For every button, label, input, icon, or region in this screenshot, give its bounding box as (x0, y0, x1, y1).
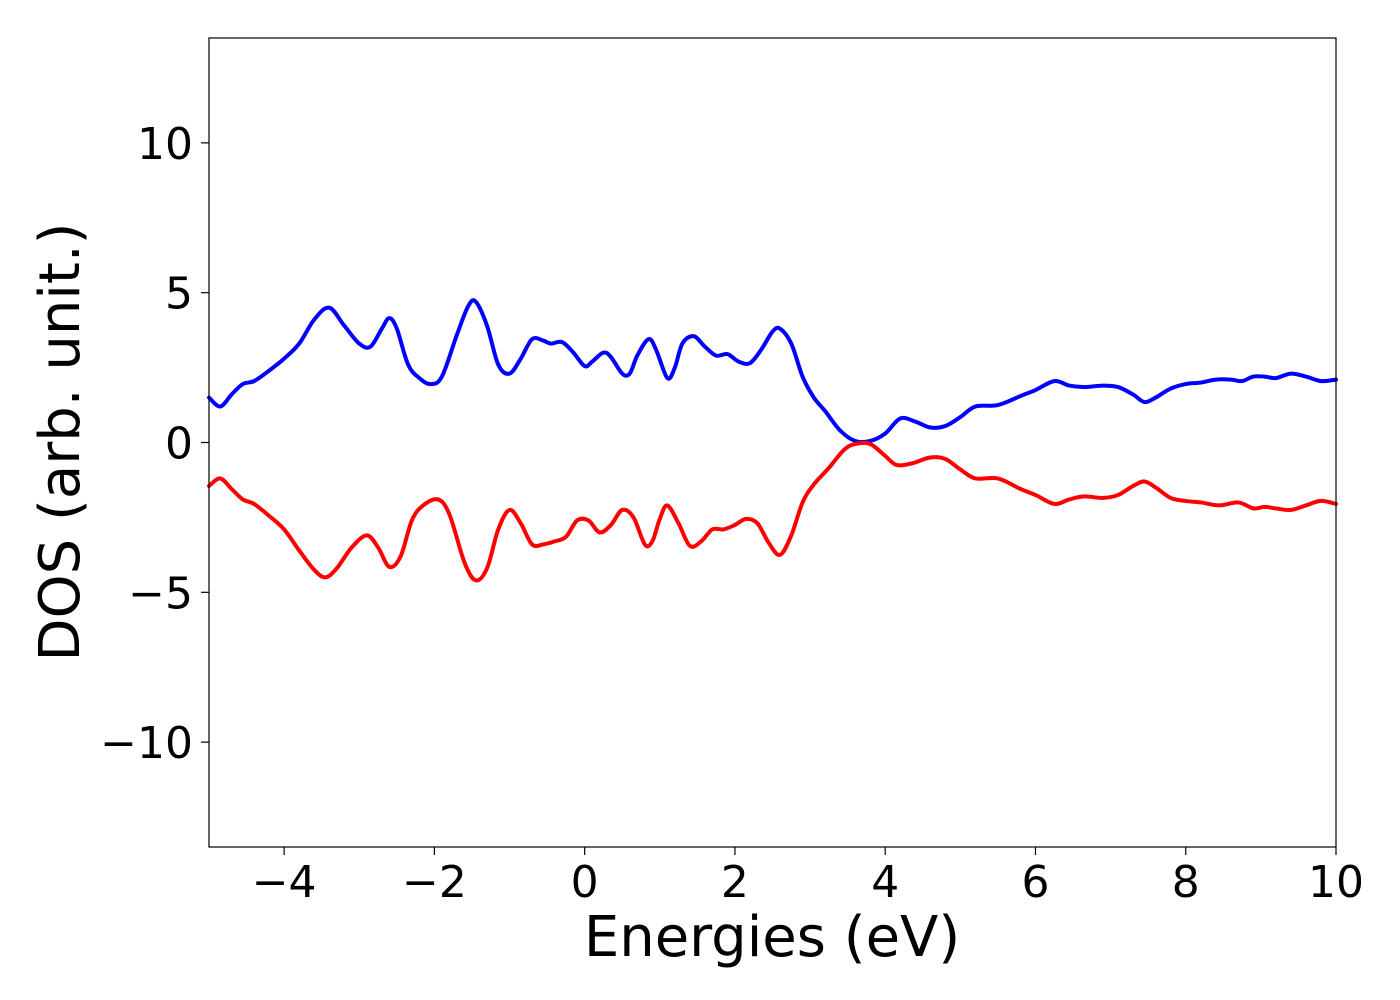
y-tick-label: −10 (100, 718, 193, 769)
plot-frame (208, 37, 1337, 848)
x-tick-label: 0 (571, 857, 599, 908)
x-tick-label: −4 (252, 857, 317, 908)
x-tick-label: 8 (1172, 857, 1200, 908)
series-layer (207, 298, 1338, 583)
x-tick-label: 6 (1021, 857, 1049, 908)
y-tick-label: 10 (137, 119, 193, 170)
series-line-2 (207, 440, 1338, 583)
x-tick-label: −2 (402, 857, 467, 908)
y-tick-label: 5 (165, 269, 193, 320)
x-tick-label: 2 (721, 857, 749, 908)
x-tick-label: 4 (871, 857, 899, 908)
y-axis-ticks: 10 5 0 −5 −10 (100, 119, 209, 769)
y-tick-label: 0 (165, 419, 193, 470)
x-tick-label: 10 (1308, 857, 1364, 908)
x-axis-title: Energies (eV) (584, 905, 960, 970)
series-line-1 (207, 298, 1338, 445)
x-axis-ticks: −4 −2 0 2 4 6 8 10 (252, 847, 1364, 908)
y-axis-title: DOS (arb. unit.) (28, 222, 93, 661)
y-tick-label: −5 (128, 568, 193, 619)
